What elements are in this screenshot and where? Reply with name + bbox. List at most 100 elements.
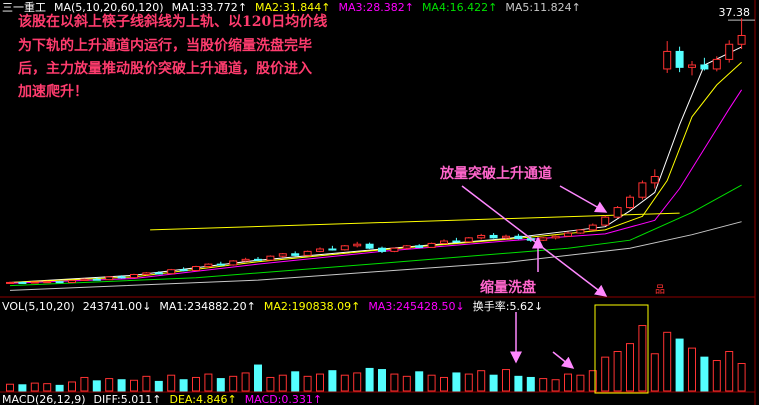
volume-bar xyxy=(216,378,225,392)
note-line: 后，主力放量推动股价突破上升通道，股价进入 xyxy=(18,60,312,77)
legend-value: 190838.09 xyxy=(291,300,352,313)
breakout-label: 放量突破上升通道 xyxy=(439,165,552,182)
candle-body xyxy=(80,278,89,281)
price-legend: 三一重工 MA(5,10,20,60,120) MA1:33.772↑ MA2:31.… xyxy=(2,1,581,14)
volume-bar xyxy=(204,373,213,392)
candle-body xyxy=(440,240,448,244)
candle-body xyxy=(477,234,486,239)
volume-bar xyxy=(378,369,386,392)
legend-value: 5.011 xyxy=(120,393,153,405)
candle-body xyxy=(18,281,27,284)
note-line: 为下轨的上升通道内运行，当股价缩量洗盘完毕 xyxy=(18,37,312,54)
candle-body xyxy=(725,43,734,60)
volume-bar xyxy=(92,380,101,392)
volume-bar xyxy=(241,372,250,392)
candle-body xyxy=(427,242,436,248)
volume-bar xyxy=(266,376,275,392)
volume-bar xyxy=(365,367,374,392)
candle-body xyxy=(626,196,634,209)
volume-bar xyxy=(737,362,746,392)
volume-value: 243741.00 xyxy=(82,300,143,313)
volume-bar xyxy=(142,375,151,392)
candle-body xyxy=(130,273,138,279)
candle-body xyxy=(712,58,721,70)
annotation-arrows xyxy=(461,185,608,369)
volume-bar xyxy=(725,351,734,392)
volume-bar xyxy=(229,375,238,392)
candle-body xyxy=(291,253,300,256)
candle-body xyxy=(638,182,647,198)
candle-body xyxy=(514,235,523,240)
volume-bar xyxy=(192,376,200,392)
volume-bar xyxy=(601,356,610,392)
legend-trend: ↑ xyxy=(312,393,323,405)
legend-trend: ↑ xyxy=(404,1,414,14)
ma-line xyxy=(9,61,742,283)
candle-body xyxy=(415,245,424,248)
legend-trend: ↑ xyxy=(152,393,162,405)
legend-name: MACD: xyxy=(244,393,282,405)
volume-bar xyxy=(464,373,473,392)
legend-name: MA3: xyxy=(338,1,367,14)
candle-body xyxy=(688,64,696,68)
legend-value: 0.331 xyxy=(281,393,313,405)
legend-value: 234882.20 xyxy=(187,300,247,313)
legend-name: MA3: xyxy=(368,300,397,313)
legend-value: 4.846 xyxy=(195,393,228,405)
volume-bar xyxy=(415,371,424,392)
candle-body xyxy=(675,50,684,68)
turnover-value: 5.62 xyxy=(509,300,534,313)
legend-trend: ↑ xyxy=(246,300,256,313)
volume-bar xyxy=(613,351,622,392)
volume-bar xyxy=(390,373,399,392)
legend-trend: ↑ xyxy=(571,1,581,14)
legend-name: MA5: xyxy=(505,1,534,14)
candle-body xyxy=(576,229,585,234)
candle-body xyxy=(142,272,151,275)
channel-line xyxy=(150,212,680,231)
volume-bar xyxy=(328,370,337,392)
volume-bar xyxy=(105,378,114,392)
volume-bar xyxy=(179,379,188,392)
candle-body xyxy=(254,258,262,261)
volume-bar xyxy=(18,384,27,392)
volume-bar xyxy=(638,325,647,392)
volume-bar xyxy=(30,382,39,392)
legend-trend: ↑ xyxy=(237,1,248,14)
candle-body xyxy=(328,248,337,251)
candle-body xyxy=(204,263,213,268)
legend-name: MA4: xyxy=(421,1,450,14)
candle-body xyxy=(402,245,411,249)
candle-body xyxy=(650,176,659,184)
legend-value: 28.382 xyxy=(366,1,405,14)
candle-body xyxy=(502,235,510,239)
candle-body xyxy=(464,237,473,243)
candle-body xyxy=(378,247,386,252)
highlight-box xyxy=(594,304,649,394)
candle-body xyxy=(489,234,498,239)
volume-bar xyxy=(700,356,709,392)
volume-bar xyxy=(278,374,287,392)
turnover-trend: ↓ xyxy=(533,300,544,313)
washout-label: 缩量洗盘 xyxy=(480,279,536,296)
volume-bar xyxy=(402,375,411,392)
candle-body xyxy=(303,250,312,256)
candle-body xyxy=(663,50,672,70)
note-line: 加速爬升！ xyxy=(17,83,88,100)
ma-label: MA(5,10,20,60,120) xyxy=(54,1,164,14)
volume-bar xyxy=(502,369,510,392)
candle-body xyxy=(700,64,709,70)
candle-body xyxy=(365,243,374,249)
note-line: 该股在以斜上筷子线斜线为上轨、以120日均价线 xyxy=(18,13,327,30)
volume-label: VOL(5,10,20) xyxy=(2,300,75,313)
candle-body xyxy=(613,207,622,218)
candle-body xyxy=(551,235,560,239)
candle-body xyxy=(601,216,610,226)
volume-legend: VOL(5,10,20) 243741.00↓ MA1:234882.20↑ MA2:… xyxy=(2,300,543,313)
volume-bar xyxy=(254,364,262,392)
macd-label: MACD(26,12,9) xyxy=(2,393,86,405)
y-tick-label: 37.38 xyxy=(719,6,751,19)
volume-bar xyxy=(43,383,52,392)
volume-bar xyxy=(489,374,498,392)
